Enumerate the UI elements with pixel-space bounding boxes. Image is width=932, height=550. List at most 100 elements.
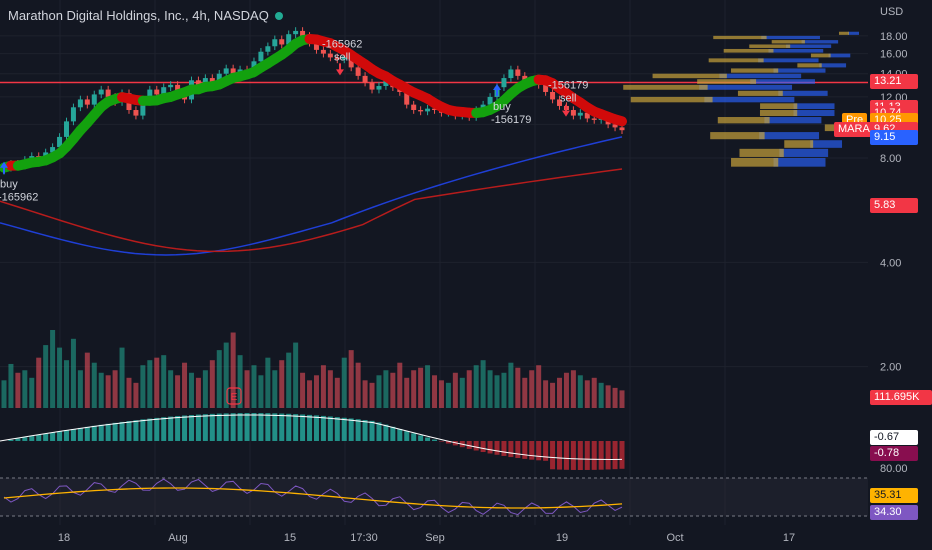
volume-bar [195, 377, 201, 408]
macd-histogram-bar [154, 417, 160, 441]
volume-bar [570, 370, 576, 408]
rsi-band [0, 478, 868, 516]
volume-bar [348, 350, 354, 408]
y-tick-label: 16.00 [880, 49, 908, 61]
macd-histogram-bar [529, 441, 535, 460]
volume-profile-bar [810, 140, 843, 148]
macd-histogram-bar [570, 441, 576, 470]
candle-body [612, 124, 618, 128]
volume-bar [216, 350, 222, 408]
volume-bar [515, 367, 521, 408]
volume-bar [147, 360, 153, 408]
volume-bar [459, 377, 465, 408]
volume-profile-bar [779, 148, 829, 157]
macd-histogram-bar [36, 434, 42, 441]
candle-body [154, 89, 160, 95]
macd-histogram-bar [348, 418, 354, 441]
volume-bar [112, 370, 118, 408]
macd-histogram-bar [591, 441, 597, 470]
macd-histogram-bar [536, 441, 542, 461]
macd-histogram-bar [404, 431, 410, 441]
macd-histogram-bar [466, 441, 472, 449]
candle-body [591, 118, 597, 120]
volume-bar [119, 347, 125, 408]
candle-body [584, 112, 590, 119]
volume-bar [84, 352, 90, 408]
macd-histogram-bar [175, 416, 181, 441]
volume-profile-bar [717, 117, 770, 124]
x-tick-label: 17 [783, 532, 795, 544]
rsi-ma-tag: 35.31 [870, 488, 918, 503]
volume-bar [272, 370, 278, 408]
volume-bar [501, 372, 507, 408]
macd-histogram-bar [515, 441, 521, 459]
candle-body [327, 53, 333, 58]
macd-histogram-bar [307, 414, 313, 441]
volume-profile-bar [697, 79, 757, 84]
candle-body [70, 107, 76, 122]
volume-bar [418, 367, 424, 408]
chart-title-text: Marathon Digital Holdings, Inc., 4h, NAS… [8, 8, 269, 23]
macd-histogram-bar [522, 441, 528, 459]
macd-histogram-bar [362, 420, 368, 441]
candle-body [348, 56, 354, 68]
candle-body [577, 112, 583, 116]
rsi-ma-line [3, 487, 623, 509]
volume-profile-bar [749, 44, 791, 48]
macd-histogram-bar [341, 417, 347, 441]
macd-histogram-bar [258, 413, 264, 441]
x-tick-label: Aug [168, 532, 188, 544]
candle-body [404, 91, 410, 105]
volume-bar [57, 347, 63, 408]
macd-histogram-bar [619, 441, 625, 469]
volume-bar [334, 377, 340, 408]
macd-histogram-bar [15, 438, 21, 441]
volume-bar [313, 375, 319, 408]
macd-histogram-bar [438, 441, 444, 442]
macd-histogram-bar [188, 414, 194, 441]
macd-histogram-bar [334, 417, 340, 441]
candle-body [293, 30, 299, 35]
volume-bar [480, 360, 486, 408]
macd-histogram-bar [376, 422, 382, 441]
macd-histogram-bar [425, 437, 431, 441]
macd-histogram-bar [383, 424, 389, 441]
volume-bar [77, 370, 83, 408]
candle-body [63, 121, 69, 137]
buy-arrow-icon [0, 161, 8, 174]
macd-signal-line [0, 414, 623, 460]
volume-bar [1, 380, 7, 408]
macd-value-tag: -0.67 [870, 430, 918, 445]
volume-profile-bar [786, 44, 832, 48]
price-tag: 13.21 [870, 74, 918, 90]
macd-histogram-bar [293, 414, 299, 441]
volume-last-tag: 111.695K [870, 390, 932, 405]
macd-histogram-bar [418, 435, 424, 441]
volume-bar [286, 352, 292, 408]
macd-histogram-bar [133, 420, 139, 441]
candle-body [105, 89, 111, 97]
volume-bar [133, 382, 139, 408]
volume-bar [237, 355, 243, 408]
macd-histogram-bar [147, 418, 153, 441]
volume-bar [411, 370, 417, 408]
volume-bar [8, 363, 14, 408]
macd-histogram-bar [508, 441, 514, 458]
x-tick-label: 18 [58, 532, 70, 544]
volume-bar [432, 375, 438, 408]
macd-histogram-bar [57, 431, 63, 441]
volume-bar [425, 365, 431, 408]
candle-body [550, 91, 556, 100]
macd-histogram-bar [355, 419, 361, 441]
volume-bar [452, 372, 458, 408]
signal-value: sell [334, 51, 351, 63]
volume-bar [209, 360, 215, 408]
candle-body [209, 78, 215, 83]
earnings-icon [226, 387, 242, 405]
volume-profile-bar [630, 96, 713, 103]
y-tick-label: 4.00 [880, 257, 901, 269]
candle-body [279, 39, 285, 45]
volume-bar [175, 375, 181, 408]
macd-histogram-bar [432, 439, 438, 441]
